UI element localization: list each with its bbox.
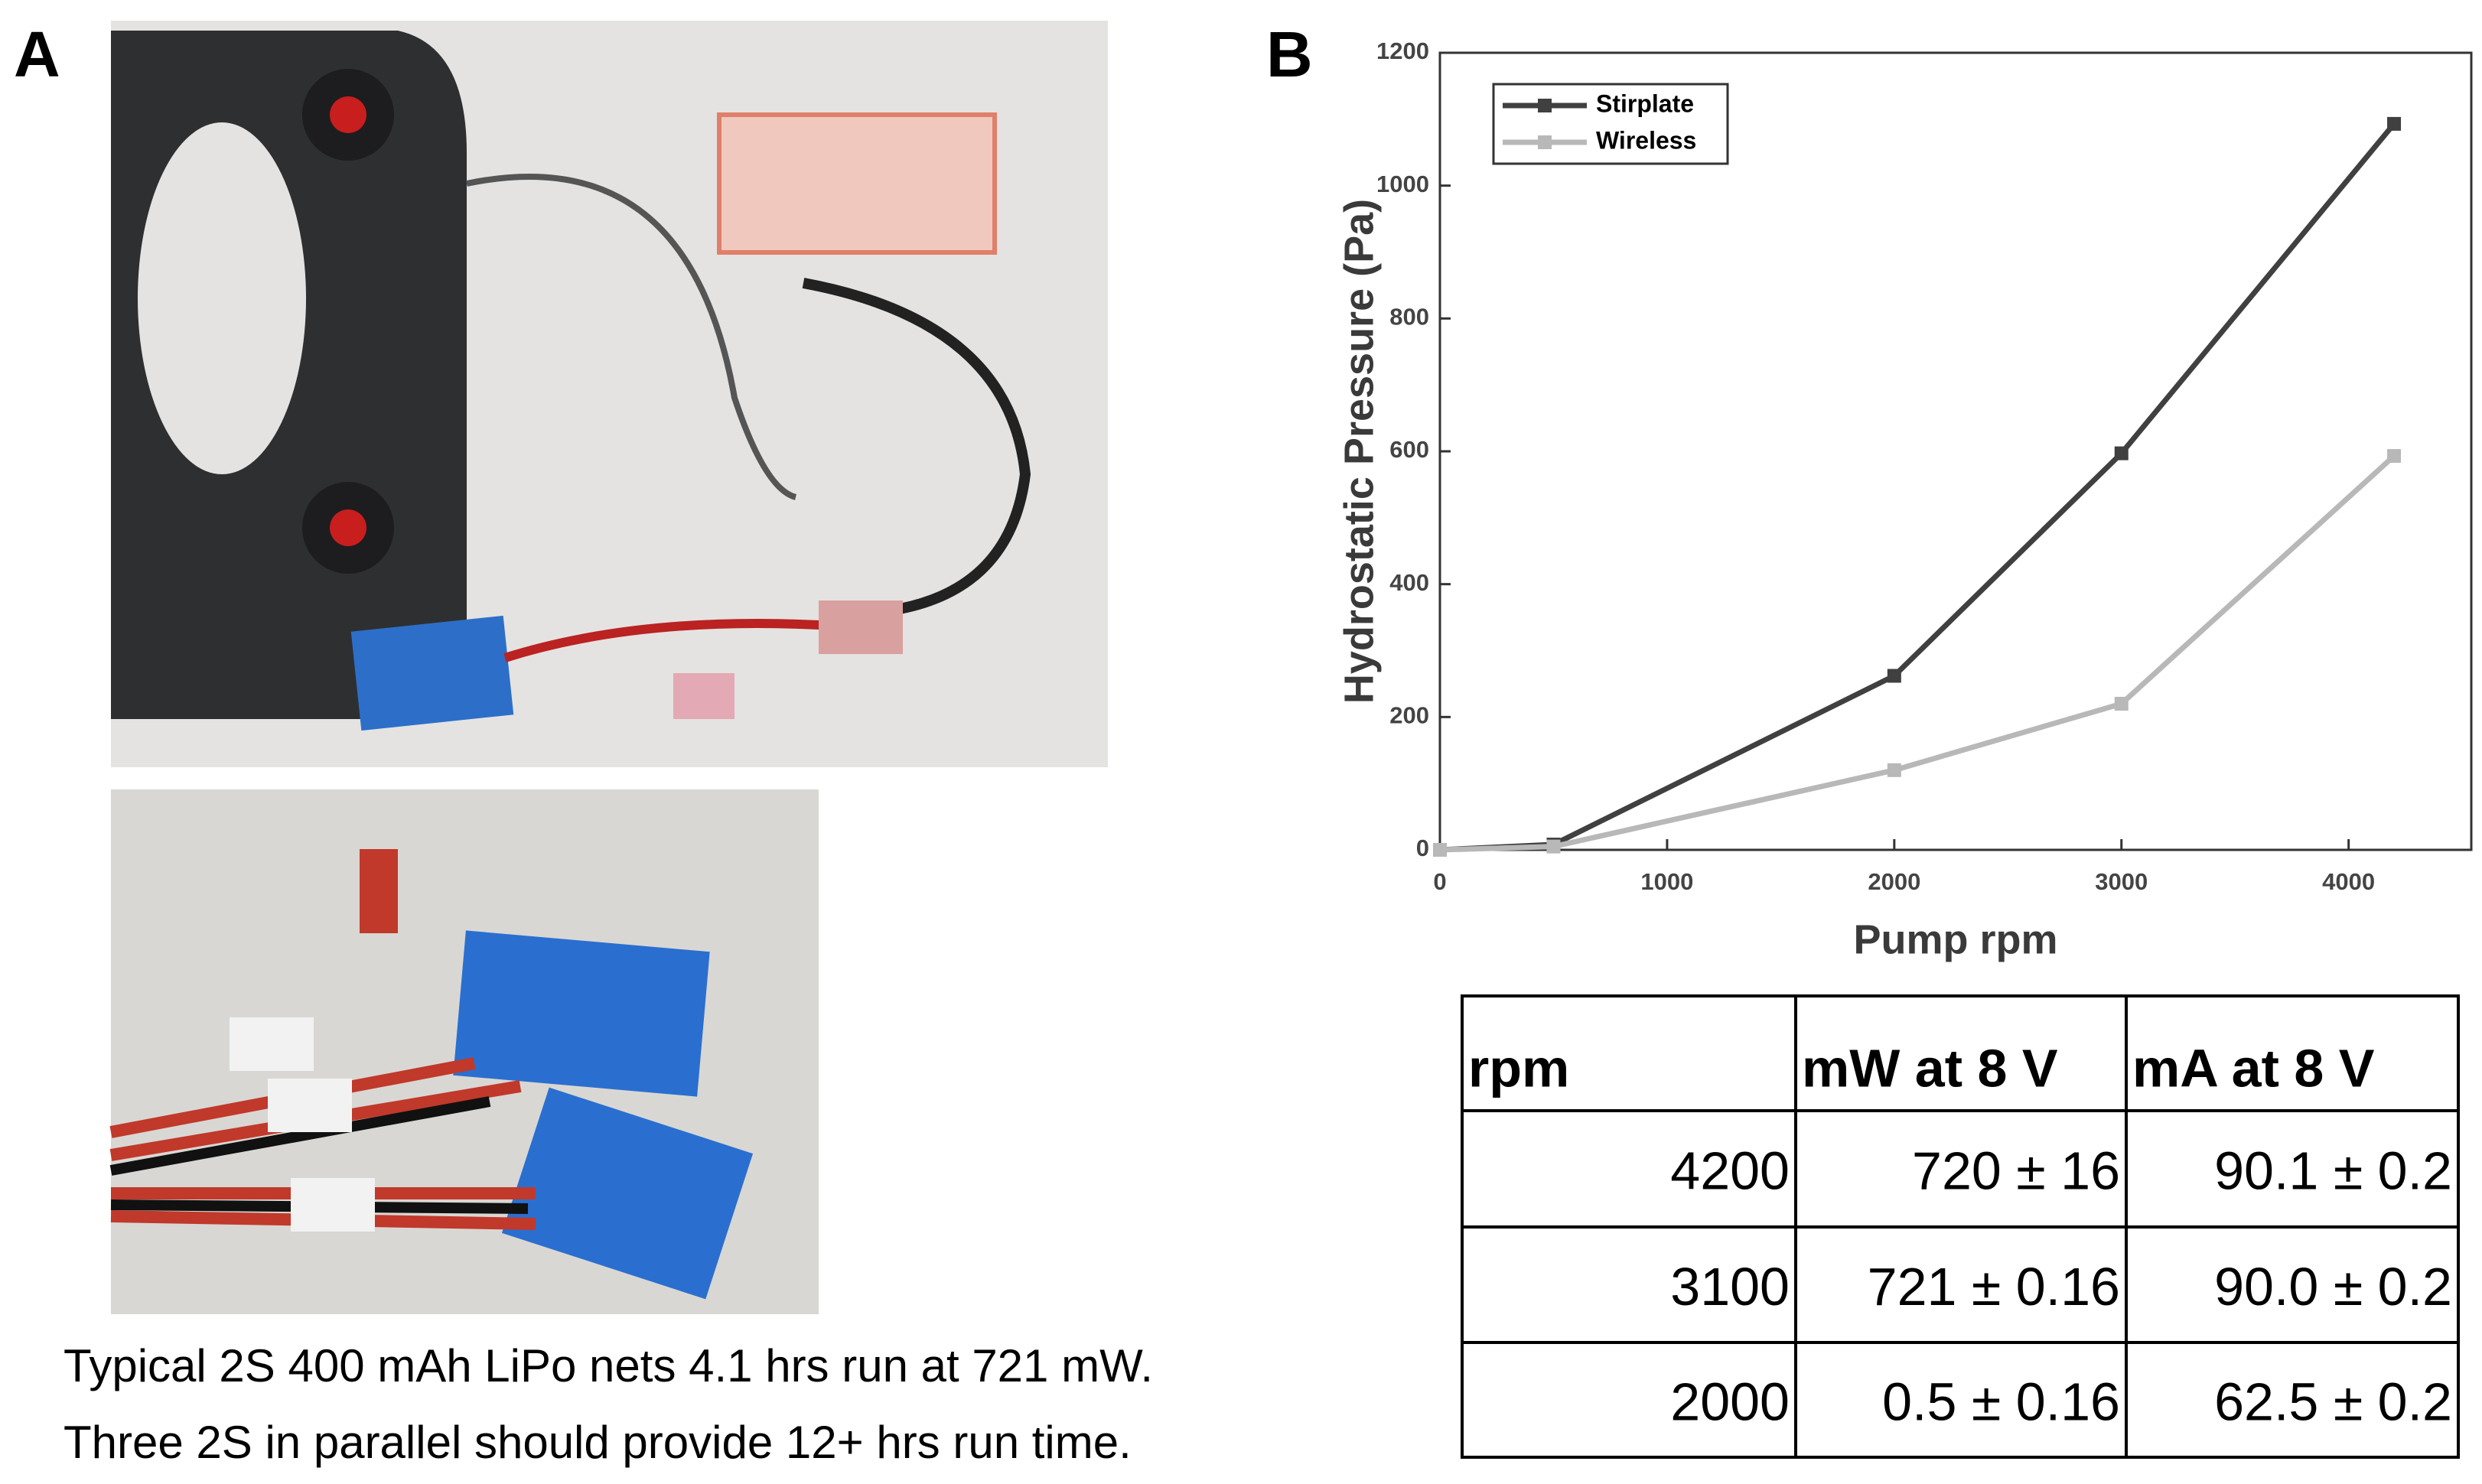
point-marker — [1887, 669, 1901, 683]
table-cell: 90.0 ± 0.2 — [2214, 1257, 2452, 1316]
point-marker — [2387, 116, 2402, 131]
y-axis-label: Hydrostatic Pressure (Pa) — [1336, 199, 1382, 704]
x-axis-label: Pump rpm — [1853, 916, 2057, 962]
x-tick-label: 0 — [1433, 868, 1446, 895]
point-marker — [1887, 763, 1901, 777]
point-marker — [1433, 843, 1447, 857]
table-header: mA at 8 V — [2132, 1038, 2375, 1098]
point-marker — [2114, 446, 2129, 460]
plot-frame — [1438, 51, 2473, 851]
legend-marker — [1538, 99, 1552, 112]
table-cell: 90.1 ± 0.2 — [2214, 1141, 2452, 1200]
table-header: mW at 8 V — [1802, 1038, 2058, 1098]
table-cell: 3100 — [1670, 1257, 1790, 1316]
legend-label: Wireless — [1596, 126, 1696, 154]
table-cell: 721 ± 0.16 — [1868, 1257, 2120, 1316]
point-marker — [2387, 449, 2402, 464]
y-tick-label: 0 — [1416, 835, 1429, 861]
y-tick-label: 1200 — [1376, 37, 1429, 64]
point-marker — [2114, 696, 2129, 711]
point-marker — [1546, 839, 1561, 854]
photo-controller — [111, 21, 1108, 767]
y-tick-label: 600 — [1389, 436, 1429, 463]
y-tick-label: 200 — [1389, 702, 1429, 729]
panel-label: B — [1266, 18, 1313, 90]
series-line — [1439, 122, 2396, 853]
caption-line: Typical 2S 400 mAh LiPo nets 4.1 hrs run… — [64, 1340, 1153, 1391]
table-cell: 4200 — [1670, 1141, 1790, 1200]
table-cell: 0.5 ± 0.16 — [1882, 1372, 2120, 1431]
x-tick-label: 1000 — [1640, 868, 1693, 895]
table-cell: 720 ± 16 — [1912, 1141, 2120, 1200]
legend-box — [1492, 83, 1729, 165]
table-cell: 62.5 ± 0.2 — [2214, 1372, 2452, 1431]
y-tick-label: 400 — [1389, 569, 1429, 596]
table-cell: 2000 — [1670, 1372, 1790, 1431]
legend-label: Stirplate — [1596, 89, 1694, 117]
x-tick-label: 2000 — [1868, 868, 1920, 895]
y-tick-label: 1000 — [1376, 171, 1429, 197]
x-tick-label: 3000 — [2095, 868, 2148, 895]
panel-label: A — [14, 18, 60, 90]
photo-batteries — [109, 789, 819, 1314]
x-tick-label: 4000 — [2322, 868, 2375, 895]
table-header: rpm — [1468, 1038, 1569, 1098]
y-tick-label: 800 — [1389, 304, 1429, 330]
caption-line: Three 2S in parallel should provide 12+ … — [64, 1417, 1132, 1468]
legend-marker — [1538, 135, 1552, 149]
